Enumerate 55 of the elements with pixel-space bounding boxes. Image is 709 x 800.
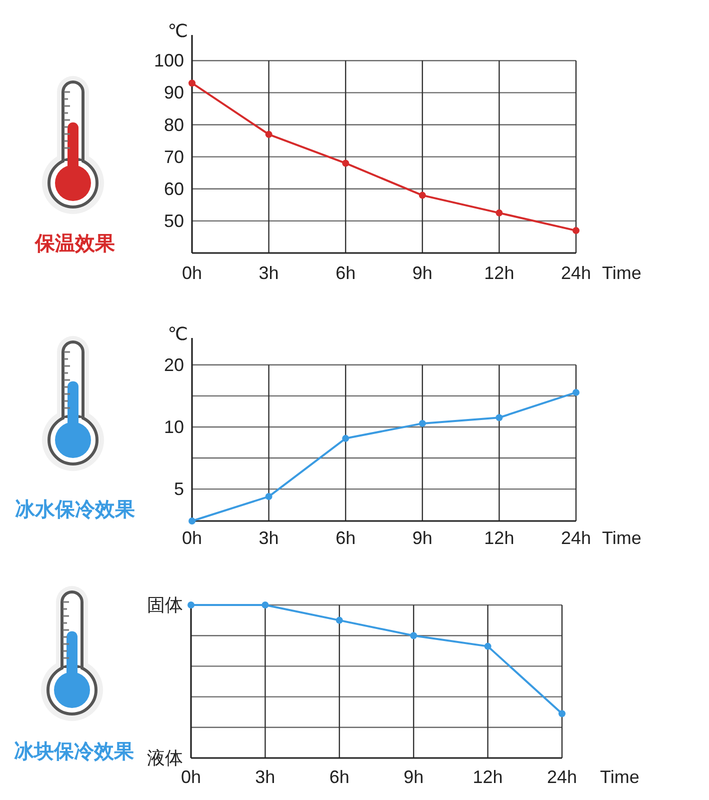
x-axis-title: Time bbox=[600, 767, 640, 787]
x-axis-title: Time bbox=[602, 263, 642, 283]
x-tick-label: 9h bbox=[412, 528, 432, 548]
point bbox=[572, 388, 580, 396]
point bbox=[262, 602, 269, 608]
x-tick-label: 6h bbox=[336, 528, 356, 548]
x-tick-label: 6h bbox=[336, 263, 356, 283]
point bbox=[342, 160, 350, 167]
point bbox=[188, 518, 196, 524]
point bbox=[496, 414, 503, 422]
x-tick-label: 12h bbox=[484, 263, 514, 283]
y-tick-label: 90 bbox=[164, 82, 184, 103]
text: 冰水保冷效果 bbox=[15, 499, 136, 521]
y-tick-label: 60 bbox=[164, 178, 184, 199]
point bbox=[342, 434, 350, 442]
x-tick-label: 3h bbox=[258, 263, 279, 283]
text: 保温效果 bbox=[34, 233, 116, 255]
point bbox=[265, 130, 272, 138]
x-tick-label: 6h bbox=[329, 767, 350, 787]
x-tick-label: 0h bbox=[180, 767, 202, 787]
y-axis-title: ℃ bbox=[168, 324, 188, 344]
x-tick-label: 24h bbox=[546, 767, 578, 787]
x-tick-label: 0h bbox=[182, 263, 202, 283]
y-tick-label: 70 bbox=[164, 146, 184, 167]
y-tick-label: 5 bbox=[174, 479, 184, 500]
x-tick-label: 24h bbox=[560, 263, 592, 283]
x-axis-title: Time bbox=[602, 528, 642, 548]
point bbox=[336, 616, 343, 624]
point bbox=[265, 493, 272, 500]
x-tick-label: 3h bbox=[255, 767, 276, 787]
y-tick-label: 50 bbox=[164, 210, 184, 231]
text: 液体 bbox=[147, 748, 183, 768]
y-tick-label: 80 bbox=[164, 114, 184, 135]
text: 冰块保冷效果 bbox=[14, 741, 135, 763]
y-axis-title: ℃ bbox=[168, 21, 188, 41]
x-tick-label: 3h bbox=[258, 528, 279, 548]
x-tick-label: 9h bbox=[412, 263, 432, 283]
text: 固体 bbox=[147, 595, 183, 615]
point bbox=[572, 227, 580, 234]
point bbox=[484, 642, 492, 650]
point bbox=[418, 420, 426, 427]
x-tick-label: 12h bbox=[484, 528, 514, 548]
x-tick-label: 24h bbox=[560, 528, 592, 548]
y-tick-label: 10 bbox=[164, 416, 184, 437]
x-tick-label: 0h bbox=[182, 528, 202, 548]
point bbox=[418, 192, 426, 199]
point bbox=[496, 209, 503, 216]
x-tick-label: 12h bbox=[472, 767, 503, 787]
point bbox=[188, 602, 194, 608]
point bbox=[558, 710, 566, 718]
point bbox=[188, 80, 196, 87]
y-tick-label: 20 bbox=[164, 354, 184, 375]
point bbox=[410, 632, 418, 640]
y-tick-label: 100 bbox=[154, 50, 184, 71]
x-tick-label: 9h bbox=[404, 767, 424, 787]
